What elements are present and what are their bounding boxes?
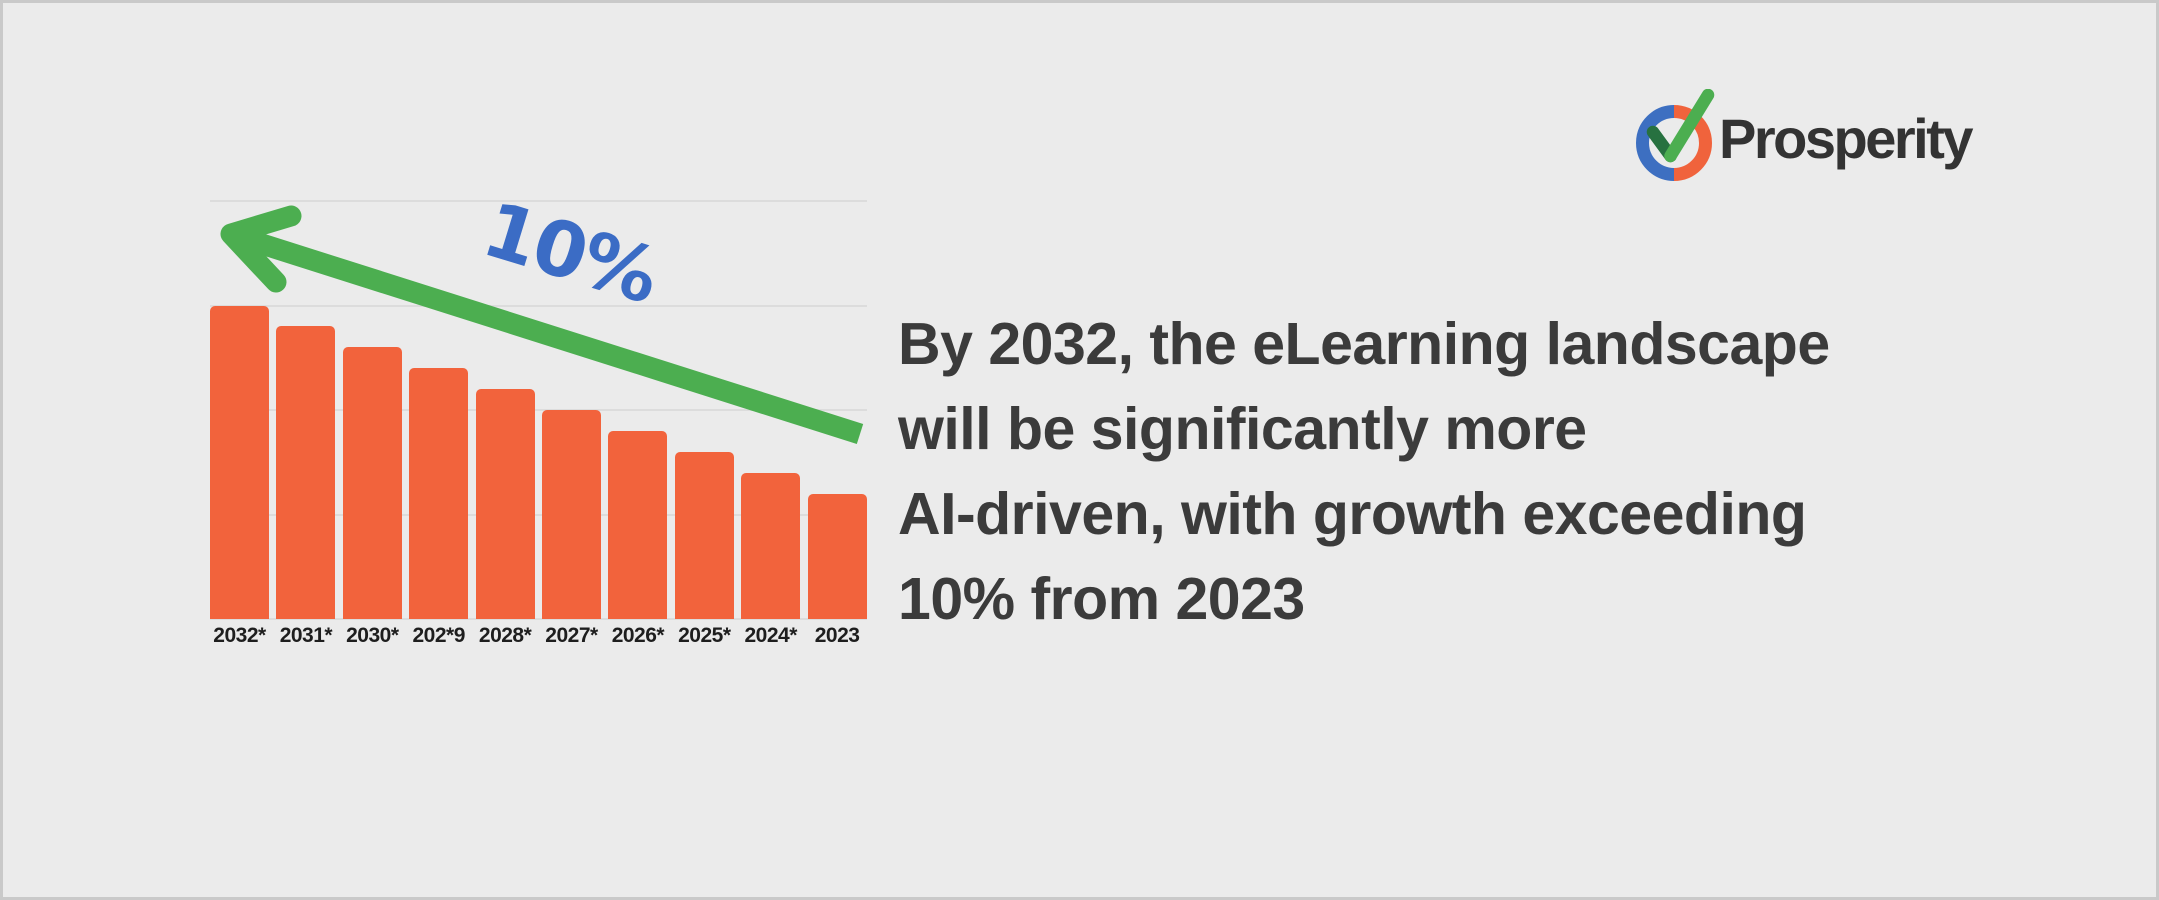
- x-tick-label: 2026*: [611, 624, 665, 647]
- bar-2028*: [475, 389, 535, 619]
- headline-line-3: AI-driven, with growth exceeding: [898, 481, 1807, 547]
- x-tick-label: 2024*: [744, 624, 797, 647]
- bar-2026*: [608, 430, 668, 619]
- bar-2023: [807, 493, 867, 619]
- bar-2031*: [276, 326, 336, 619]
- check-circle-icon: [1636, 89, 1715, 181]
- headline-line-1: By 2032, the eLearning landscape: [898, 311, 1830, 377]
- headline: By 2032, the eLearning landscape will be…: [898, 302, 1830, 642]
- headline-line-2: will be significantly more: [898, 396, 1587, 462]
- logo-ring-right: [1673, 105, 1712, 181]
- gridline: [210, 200, 867, 202]
- headline-line-4: 10% from 2023: [898, 566, 1305, 632]
- prosperity-logo: Prosperity: [1630, 89, 2050, 209]
- x-tick-label: 2032*: [213, 624, 266, 647]
- bar-2032*: [210, 305, 269, 619]
- bar-202*9: [409, 368, 469, 619]
- x-tick-label: 2027*: [545, 624, 598, 647]
- x-tick-label: 202*9: [412, 624, 465, 647]
- x-tick-label: 2031*: [279, 624, 333, 647]
- x-tick-label: 2030*: [346, 624, 399, 647]
- bar-2027*: [542, 410, 601, 619]
- x-tick-label: 2028*: [478, 624, 532, 647]
- logo-check-long-arm: [1664, 89, 1715, 163]
- bar-2030*: [342, 347, 402, 619]
- x-tick-label: 2023: [814, 624, 860, 647]
- gridline: [210, 618, 867, 620]
- logo-ring-left: [1636, 105, 1675, 181]
- bar-2025*: [674, 451, 734, 619]
- x-tick-label: 2025*: [678, 624, 731, 647]
- bar-2024*: [741, 472, 801, 619]
- gridline: [210, 304, 867, 307]
- brand-name: Prosperity: [1719, 107, 1974, 170]
- gridline: [210, 513, 867, 516]
